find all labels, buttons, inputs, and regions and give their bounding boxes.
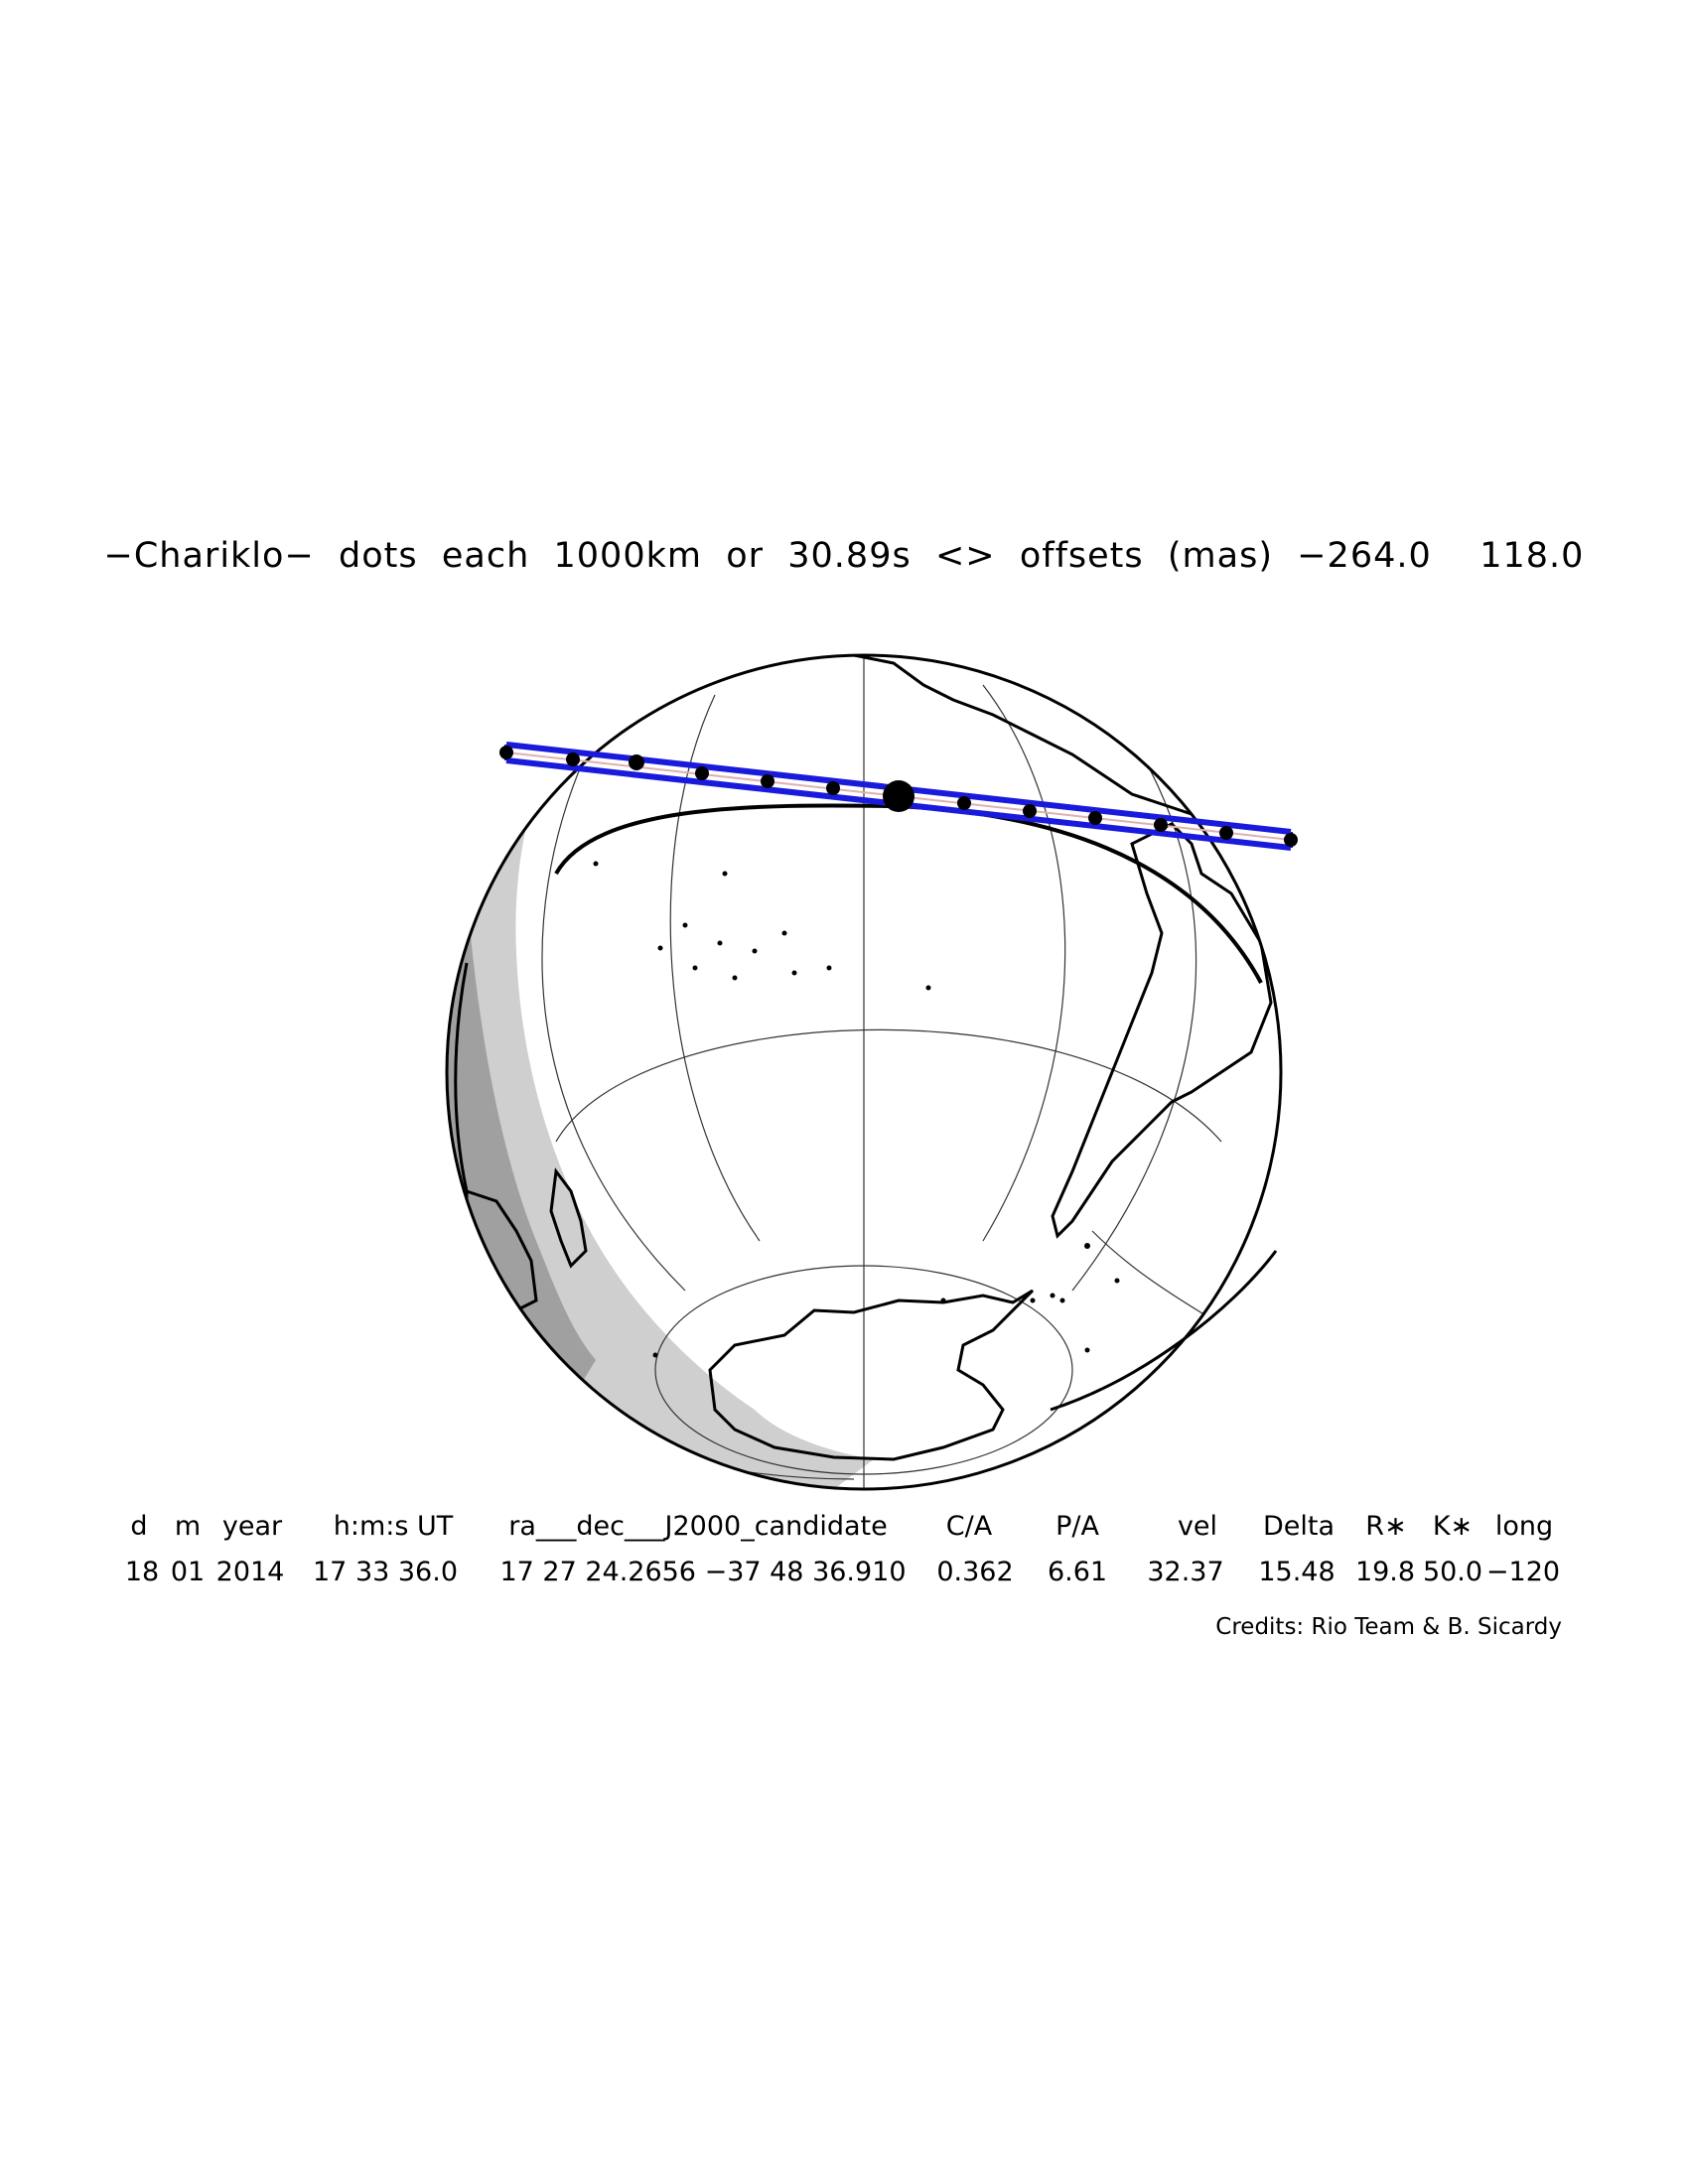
track-dot xyxy=(499,746,513,759)
track-dot xyxy=(695,766,709,780)
value-vel: 32.37 xyxy=(1147,1557,1224,1587)
occultation-track xyxy=(499,742,1298,851)
value-rstar: 19.8 xyxy=(1354,1557,1416,1587)
globe-outline xyxy=(445,653,1283,1491)
header-radec: ra___dec___J2000_candidate xyxy=(508,1511,888,1542)
south-america-outline xyxy=(1051,822,1273,1239)
value-long: −120 xyxy=(1485,1557,1561,1587)
track-dot xyxy=(826,781,840,795)
header-long: long xyxy=(1494,1511,1554,1542)
antarctica-outline xyxy=(708,1289,1035,1461)
track-dot xyxy=(1023,804,1037,818)
new-zealand-outline xyxy=(549,1167,588,1269)
value-pa: 6.61 xyxy=(1047,1557,1108,1587)
header-day: d xyxy=(130,1511,148,1542)
track-dot xyxy=(1219,826,1233,840)
credits: Credits: Rio Team & B. Sicardy xyxy=(1215,1614,1562,1640)
twilight-band xyxy=(447,874,596,1489)
track-dot xyxy=(761,774,774,788)
shadow-limit-west xyxy=(454,962,469,1192)
track-dot-center xyxy=(883,780,914,812)
value-ca: 0.362 xyxy=(936,1557,1014,1587)
header-time: h:m:s UT xyxy=(333,1511,454,1542)
track-dot xyxy=(1088,811,1102,825)
value-delta: 15.48 xyxy=(1258,1557,1336,1587)
header-kstar: K∗ xyxy=(1432,1511,1474,1542)
pacific-islands xyxy=(593,861,1120,1358)
value-kstar: 50.0 xyxy=(1422,1557,1483,1587)
value-time: 17 33 36.0 xyxy=(313,1557,458,1587)
track-dot xyxy=(566,752,580,766)
value-year: 2014 xyxy=(215,1557,285,1587)
value-radec: 17 27 24.2656 −37 48 36.910 xyxy=(499,1557,907,1587)
event-table: d m year h:m:s UT ra___dec___J2000_candi… xyxy=(0,1511,1688,1610)
track-dots xyxy=(499,746,1298,847)
header-vel: vel xyxy=(1177,1511,1218,1542)
track-dot xyxy=(1284,833,1298,847)
value-month: 01 xyxy=(170,1557,206,1587)
track-dot xyxy=(957,796,971,810)
track-dot xyxy=(1154,818,1168,832)
header-rstar: R∗ xyxy=(1365,1511,1407,1542)
track-dot xyxy=(629,754,644,770)
map-title: −Chariklo− dots each 1000km or 30.89s <>… xyxy=(103,536,1585,576)
header-month: m xyxy=(174,1511,202,1542)
header-pa: P/A xyxy=(1055,1511,1099,1542)
header-delta: Delta xyxy=(1262,1511,1336,1542)
header-year: year xyxy=(221,1511,283,1542)
header-ca: C/A xyxy=(945,1511,993,1542)
value-day: 18 xyxy=(124,1557,160,1587)
